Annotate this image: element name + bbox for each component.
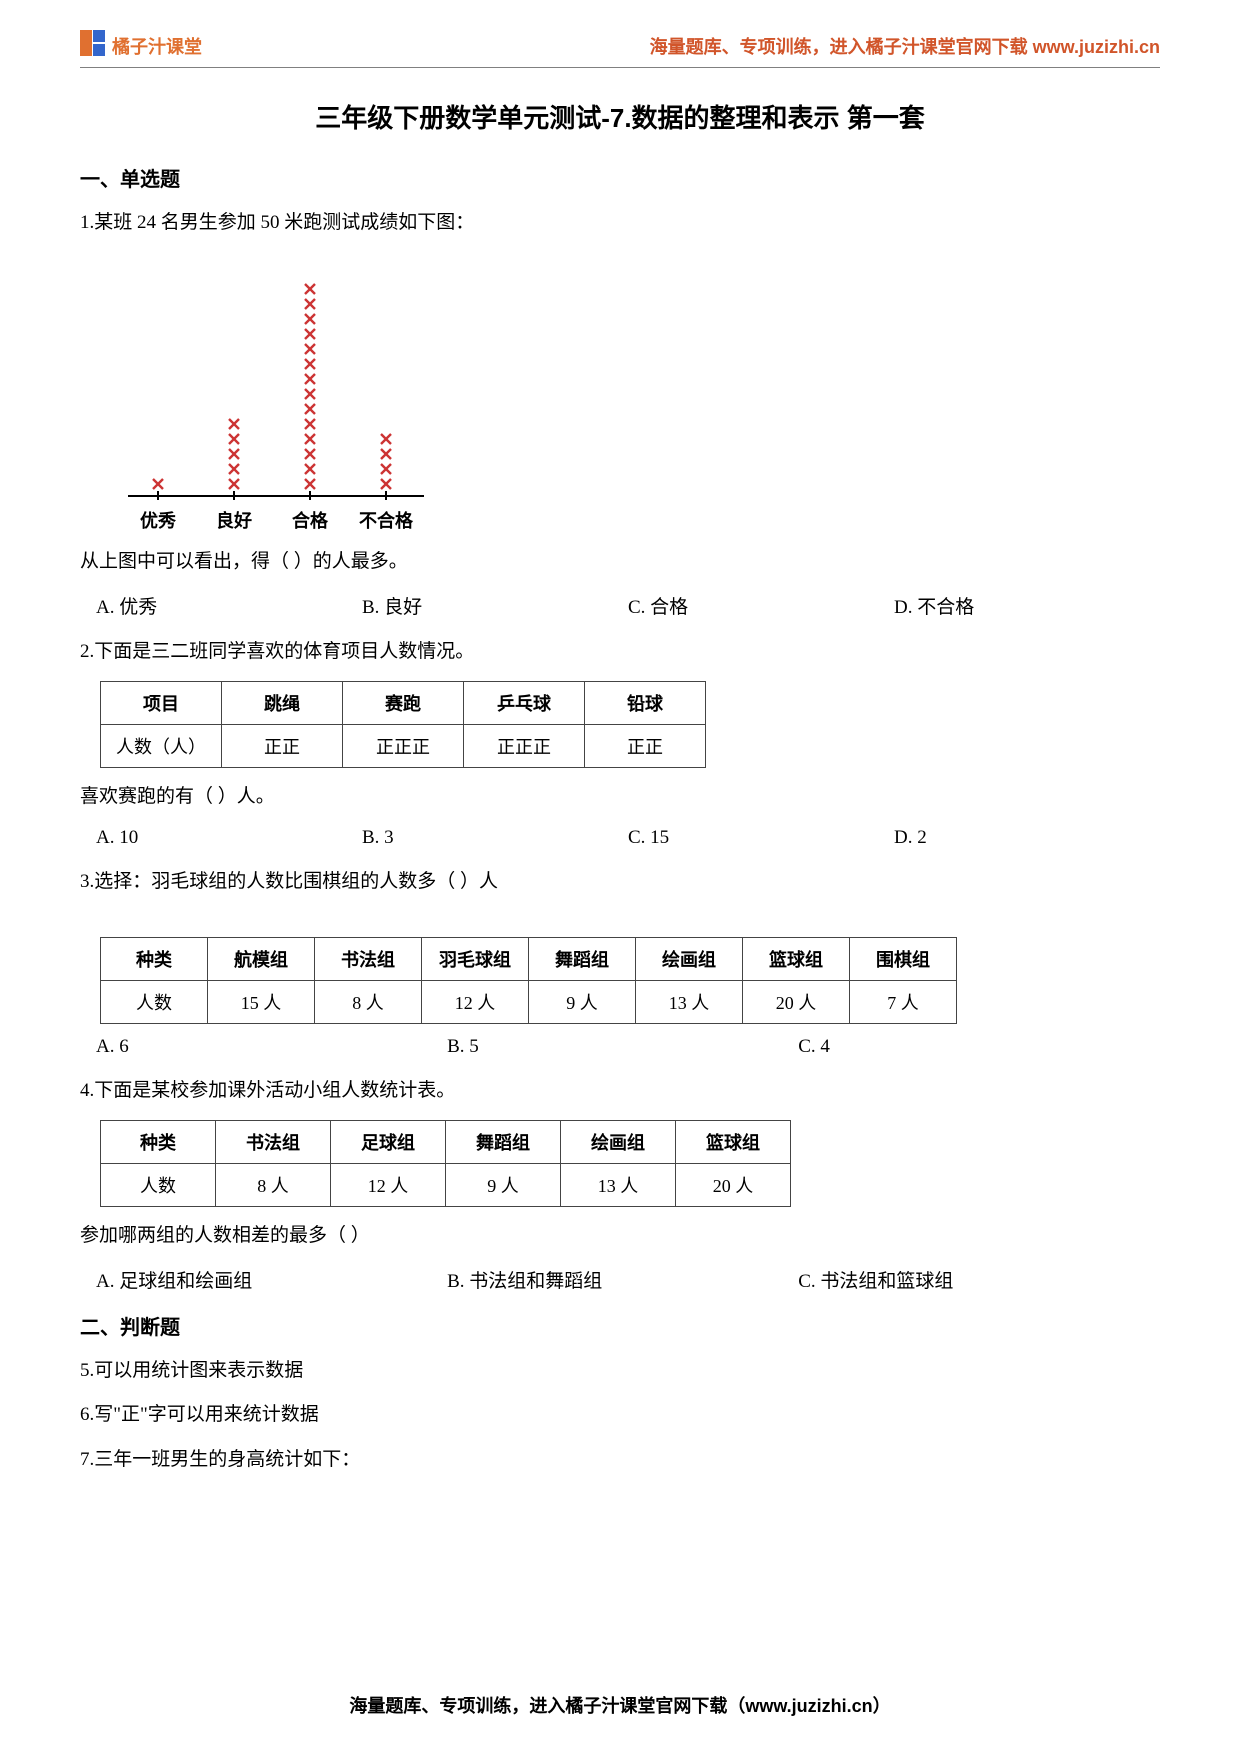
axis-label: 良好 <box>196 507 272 533</box>
page-footer: 海量题库、专项训练，进入橘子汁课堂官网下载（www.juzizhi.cn） <box>0 1692 1240 1718</box>
q2-table: 项目 跳绳 赛跑 乒乓球 铅球 人数（人） 正正 正正正 正正正 正正 <box>100 681 706 768</box>
q4-options: A. 足球组和绘画组 B. 书法组和舞蹈组 C. 书法组和篮球组 <box>96 1266 1160 1293</box>
th: 航模组 <box>208 937 315 980</box>
q3-options: A. 6 B. 5 C. 4 <box>96 1036 1160 1058</box>
dot-plot-svg <box>120 252 460 502</box>
td: 13 人 <box>636 980 743 1023</box>
page-header: 橘子汁课堂 海量题库、专项训练，进入橘子汁课堂官网下载 www.juzizhi.… <box>80 30 1160 68</box>
th: 羽毛球组 <box>422 937 529 980</box>
td: 12 人 <box>331 1164 446 1207</box>
q1-options: A. 优秀 B. 良好 C. 合格 D. 不合格 <box>96 592 1160 619</box>
axis-label: 不合格 <box>348 507 424 533</box>
option[interactable]: C. 合格 <box>628 592 894 619</box>
th: 舞蹈组 <box>446 1121 561 1164</box>
td: 8 人 <box>315 980 422 1023</box>
th: 篮球组 <box>743 937 850 980</box>
q2-options: A. 10 B. 3 C. 15 D. 2 <box>96 827 1160 849</box>
q2-followup: 喜欢赛跑的有（ ）人。 <box>80 782 1160 812</box>
row-label: 人数 <box>101 980 208 1023</box>
option[interactable]: B. 良好 <box>362 592 628 619</box>
td: 正正 <box>222 725 343 768</box>
td: 9 人 <box>529 980 636 1023</box>
option[interactable]: A. 足球组和绘画组 <box>96 1266 447 1293</box>
th: 舞蹈组 <box>529 937 636 980</box>
option[interactable]: A. 6 <box>96 1036 447 1058</box>
option[interactable]: A. 优秀 <box>96 592 362 619</box>
section-2-heading: 二、判断题 <box>80 1311 1160 1340</box>
td: 13 人 <box>561 1164 676 1207</box>
q1-followup: 从上图中可以看出，得（ ）的人最多。 <box>80 547 1160 577</box>
q5-stem: 5.可以用统计图来表示数据 <box>80 1356 1160 1386</box>
q1-stem: 1.某班 24 名男生参加 50 米跑测试成绩如下图： <box>80 208 1160 238</box>
q4-followup: 参加哪两组的人数相差的最多（ ） <box>80 1221 1160 1251</box>
option[interactable]: C. 4 <box>798 1036 1149 1058</box>
section-1-heading: 一、单选题 <box>80 163 1160 192</box>
td: 正正正 <box>464 725 585 768</box>
option[interactable]: C. 书法组和篮球组 <box>798 1266 1149 1293</box>
option[interactable]: B. 3 <box>362 827 628 849</box>
row-label: 人数 <box>101 1164 216 1207</box>
axis-label: 合格 <box>272 507 348 533</box>
th: 绘画组 <box>636 937 743 980</box>
q4-table: 种类 书法组 足球组 舞蹈组 绘画组 篮球组 人数 8 人 12 人 9 人 1… <box>100 1120 791 1207</box>
th: 绘画组 <box>561 1121 676 1164</box>
table-row: 种类 书法组 足球组 舞蹈组 绘画组 篮球组 <box>101 1121 791 1164</box>
th: 足球组 <box>331 1121 446 1164</box>
option[interactable]: A. 10 <box>96 827 362 849</box>
option[interactable]: B. 书法组和舞蹈组 <box>447 1266 798 1293</box>
td: 7 人 <box>850 980 957 1023</box>
q3-stem: 3.选择：羽毛球组的人数比围棋组的人数多（ ）人 <box>80 867 1160 897</box>
q7-stem: 7.三年一班男生的身高统计如下： <box>80 1445 1160 1475</box>
option[interactable]: D. 2 <box>894 827 1160 849</box>
th: 种类 <box>101 1121 216 1164</box>
th: 项目 <box>101 682 222 725</box>
th: 种类 <box>101 937 208 980</box>
page-title: 三年级下册数学单元测试-7.数据的整理和表示 第一套 <box>80 98 1160 135</box>
table-row: 项目 跳绳 赛跑 乒乓球 铅球 <box>101 682 706 725</box>
q6-stem: 6.写"正"字可以用来统计数据 <box>80 1400 1160 1430</box>
th: 乒乓球 <box>464 682 585 725</box>
td: 8 人 <box>216 1164 331 1207</box>
option[interactable]: D. 不合格 <box>894 592 1160 619</box>
q4-stem: 4.下面是某校参加课外活动小组人数统计表。 <box>80 1076 1160 1106</box>
option[interactable]: B. 5 <box>447 1036 798 1058</box>
th: 书法组 <box>315 937 422 980</box>
td: 正正 <box>585 725 706 768</box>
header-link-text: 海量题库、专项训练，进入橘子汁课堂官网下载 www.juzizhi.cn <box>650 33 1160 59</box>
row-label: 人数（人） <box>101 725 222 768</box>
table-row: 人数（人） 正正 正正正 正正正 正正 <box>101 725 706 768</box>
q3-table: 种类 航模组 书法组 羽毛球组 舞蹈组 绘画组 篮球组 围棋组 人数 15 人 … <box>100 937 957 1024</box>
logo: 橘子汁课堂 <box>80 30 202 61</box>
td: 15 人 <box>208 980 315 1023</box>
th: 赛跑 <box>343 682 464 725</box>
th: 书法组 <box>216 1121 331 1164</box>
table-row: 人数 15 人 8 人 12 人 9 人 13 人 20 人 7 人 <box>101 980 957 1023</box>
page: 橘子汁课堂 海量题库、专项训练，进入橘子汁课堂官网下载 www.juzizhi.… <box>0 0 1240 1754</box>
table-row: 种类 航模组 书法组 羽毛球组 舞蹈组 绘画组 篮球组 围棋组 <box>101 937 957 980</box>
option[interactable]: C. 15 <box>628 827 894 849</box>
td: 9 人 <box>446 1164 561 1207</box>
logo-text: 橘子汁课堂 <box>112 33 202 59</box>
q2-stem: 2.下面是三二班同学喜欢的体育项目人数情况。 <box>80 637 1160 667</box>
td: 20 人 <box>743 980 850 1023</box>
logo-icon <box>80 30 106 61</box>
th: 跳绳 <box>222 682 343 725</box>
td: 正正正 <box>343 725 464 768</box>
th: 围棋组 <box>850 937 957 980</box>
q1-dot-chart: 优秀 良好 合格 不合格 <box>120 252 1160 533</box>
dot-plot-labels: 优秀 良好 合格 不合格 <box>120 507 1160 533</box>
th: 铅球 <box>585 682 706 725</box>
td: 20 人 <box>676 1164 791 1207</box>
table-row: 人数 8 人 12 人 9 人 13 人 20 人 <box>101 1164 791 1207</box>
axis-label: 优秀 <box>120 507 196 533</box>
td: 12 人 <box>422 980 529 1023</box>
th: 篮球组 <box>676 1121 791 1164</box>
